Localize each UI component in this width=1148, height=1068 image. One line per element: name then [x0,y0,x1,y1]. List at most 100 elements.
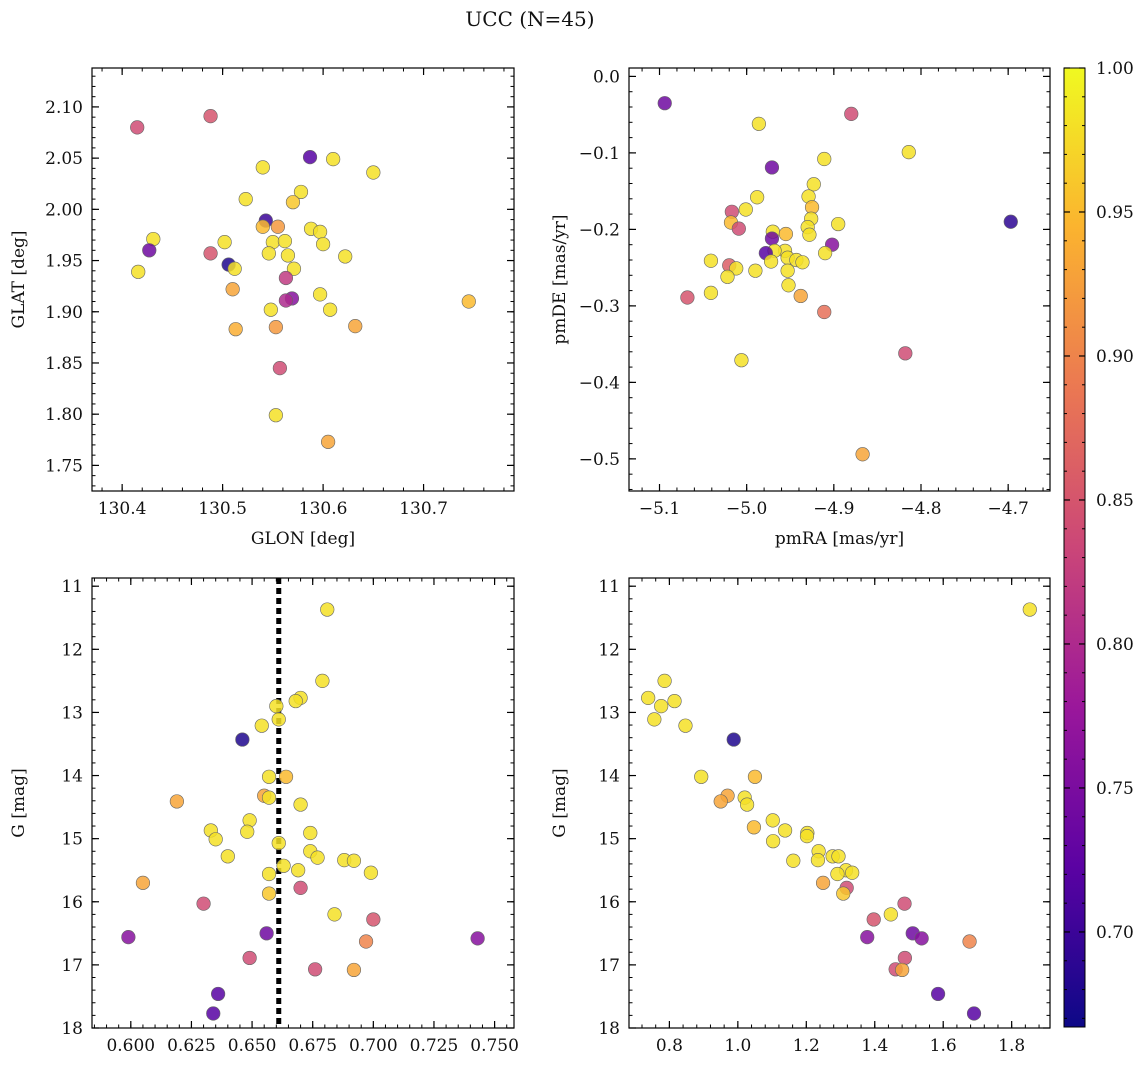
sky-point [131,264,146,279]
plx-point [242,950,257,966]
pm-y-tick-label: −0.4 [579,373,620,393]
plx-y-axis-label: G [mag] [9,768,29,837]
cmd-point [914,931,929,946]
sky-y-tick-label: 2.00 [45,200,83,220]
cmd-point [897,950,912,966]
plx-point [291,863,306,878]
cmd-x-tick-label: 1.4 [861,1036,888,1056]
cmd-point [866,912,881,927]
cmd-x-tick-label: 1.6 [930,1036,957,1056]
pm-point [802,227,817,242]
plx-x-tick-label: 0.600 [106,1036,155,1056]
sky-point [293,184,309,200]
cmd-y-tick-label: 14 [598,767,620,787]
cmd-point [765,834,781,849]
cmd-point [777,823,793,838]
sky-point [302,150,318,165]
plx-point [261,886,277,901]
plx-point [315,673,330,688]
pm-point [750,190,765,205]
pm-point [703,285,719,300]
cmd-x-tick-label: 1.2 [793,1036,820,1056]
cmd-point [726,732,741,747]
pm-point [720,269,735,284]
sky-y-tick-label: 1.90 [45,303,83,323]
cmd-y-tick-label: 16 [598,893,620,913]
sky-point [261,246,276,261]
sky-y-tick-label: 1.80 [45,405,83,425]
sky-position-panel: 130.4 130.5 130.6 130.7 1.75 1.80 1.85 1.90 1.95… [9,67,515,549]
cmd-point [765,813,780,828]
pm-point [778,226,793,242]
plx-point [220,849,235,864]
pm-x-tick-label: −4.7 [988,499,1029,519]
plx-y-tick-label: 12 [61,640,83,660]
pm-point [751,116,766,131]
cmd-point [641,690,656,706]
pm-y-tick-label: −0.2 [579,220,620,240]
cmd-point [836,886,851,901]
plx-point [327,907,342,922]
plx-y-tick-label: 17 [61,956,83,976]
cmd-point [895,962,910,978]
cmd-x-tick-label: 0.8 [656,1036,683,1056]
cmd-axes-frame [628,577,1051,1029]
plx-point [261,769,277,784]
pm-y-tick-label: −0.3 [579,297,620,317]
sky-point [263,302,278,317]
pm-point [817,304,832,320]
colorbar-tick-label: 1.00 [1096,59,1134,79]
pm-point [734,353,749,368]
pm-point [781,278,796,293]
pm-point [731,221,746,236]
pm-x-tick-label: −4.9 [813,499,854,519]
pm-point [793,288,808,304]
cmd-point [845,865,860,880]
sky-point [286,261,302,276]
proper-motion-panel: −5.1 −5.0 −4.9 −4.8 −4.7 −0.5 −0.4 −0.3 −0.2 −0.1… [550,67,1051,549]
plx-point [211,986,226,1002]
cmd-point [746,820,762,835]
cmd-point [897,896,912,911]
sky-y-tick-label: 1.85 [45,354,83,374]
plx-point [470,931,485,946]
cmd-point [747,769,763,784]
plx-point [278,769,294,784]
pm-point [831,216,846,232]
plx-y-tick-label: 18 [61,1019,83,1039]
plx-x-tick-label: 0.675 [288,1036,337,1056]
sky-point [217,235,232,250]
cmd-point [830,866,845,882]
plx-point [310,850,325,865]
sky-point [227,261,242,276]
pm-point [1003,214,1018,229]
colorbar-gradient [1063,67,1086,1028]
colorbar-tick-label: 0.80 [1096,635,1134,655]
cmd-x-tick-label: 1.8 [998,1036,1025,1056]
sky-y-tick-label: 2.10 [45,98,83,118]
plx-point [206,1006,221,1021]
color-magnitude-panel: 0.8 1.0 1.2 1.4 1.6 1.8 11 12 13 14 15 16 17 18 BP-RP … [550,577,1051,1068]
cmd-point [667,693,682,709]
plx-y-tick-label: 15 [61,830,83,850]
sky-x-tick-label: 130.5 [198,499,247,519]
cmd-point [799,829,815,844]
sky-x-tick-label: 130.6 [299,499,348,519]
sky-point [323,302,338,317]
cmd-y-tick-label: 15 [598,830,620,850]
pm-y-tick-label: −0.1 [579,144,620,164]
cmd-x-axis-label: BP-RP [mag] [785,1066,894,1068]
pm-point [763,254,779,269]
figure-title: UCC (N=45) [465,7,594,31]
sky-point [268,408,283,423]
plx-point [208,832,223,847]
plx-x-tick-label: 0.725 [410,1036,459,1056]
pm-point [764,160,780,175]
plx-point [259,926,274,941]
sky-point [312,224,328,239]
plx-axes-frame [91,577,515,1029]
plx-x-axis-label: Plx [mas] [263,1066,343,1068]
cmd-point [678,718,693,733]
colorbar-tick-label: 0.70 [1096,923,1134,943]
plx-x-tick-label: 0.650 [228,1036,277,1056]
